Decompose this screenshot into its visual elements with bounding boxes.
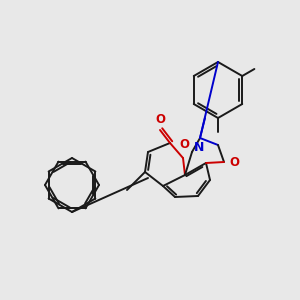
Text: O: O: [155, 113, 165, 126]
Text: O: O: [229, 157, 239, 169]
Text: N: N: [194, 141, 204, 154]
Text: O: O: [179, 138, 189, 151]
